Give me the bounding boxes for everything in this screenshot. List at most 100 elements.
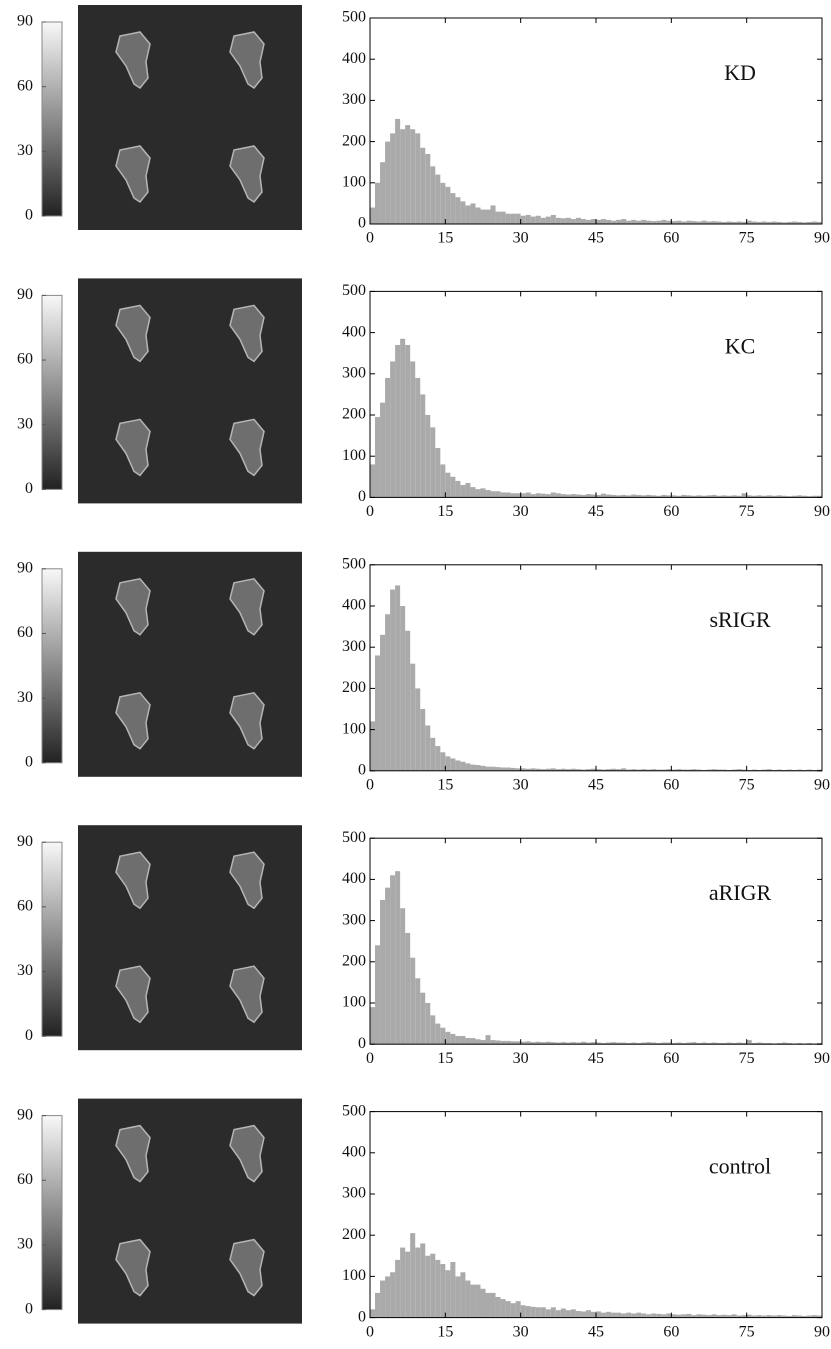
bar (691, 221, 697, 224)
colorbar-tick-label: 0 (25, 1300, 33, 1317)
bar (741, 493, 747, 498)
bar (515, 493, 521, 498)
bar (590, 494, 596, 498)
bar (706, 1042, 712, 1045)
bar (385, 887, 391, 1045)
bar (550, 1042, 556, 1045)
bar (445, 1270, 451, 1318)
bar (560, 1042, 566, 1045)
bar (671, 221, 677, 224)
bar (370, 464, 376, 498)
bar (671, 769, 677, 771)
bar (686, 769, 692, 771)
bar (540, 1307, 546, 1318)
bar (485, 489, 491, 498)
bar (475, 207, 481, 224)
bar (801, 495, 807, 498)
tissue-slice (229, 31, 265, 90)
bar (651, 1313, 657, 1318)
colorbar-tick-label: 60 (17, 898, 33, 915)
bar (711, 769, 717, 771)
x-tick-label: 75 (739, 1323, 755, 1340)
bar (676, 1042, 682, 1045)
bar (375, 1292, 381, 1318)
bar (390, 589, 396, 771)
bar (756, 221, 762, 224)
y-tick-label: 500 (342, 829, 366, 846)
x-tick-label: 30 (513, 1323, 529, 1340)
bar (716, 1042, 722, 1045)
x-tick-label: 90 (814, 230, 830, 247)
bar (430, 1253, 436, 1318)
bar (621, 1313, 627, 1318)
y-tick-label: 400 (342, 1143, 366, 1160)
chart-title: sRIGR (709, 607, 770, 632)
bar (661, 769, 667, 771)
bar (415, 133, 421, 224)
y-tick-label: 200 (342, 952, 366, 969)
bar (545, 216, 551, 224)
bar (706, 769, 712, 771)
bar (455, 480, 461, 498)
x-tick-label: 30 (513, 503, 529, 520)
bar (696, 769, 702, 771)
tissue-slice (115, 31, 151, 90)
bar (495, 1040, 501, 1045)
bar (395, 118, 401, 224)
tissue-slice (229, 1238, 265, 1297)
bar (520, 215, 526, 224)
bar (510, 493, 516, 498)
bar (811, 221, 817, 224)
bar (400, 908, 406, 1045)
bar (560, 218, 566, 224)
tissue-slice (115, 145, 151, 204)
bar (776, 1315, 782, 1318)
bar (726, 1315, 732, 1318)
bar (666, 769, 672, 771)
colorbar-tick-label: 30 (17, 689, 33, 706)
bar (590, 219, 596, 224)
bar (641, 769, 647, 771)
bar (510, 767, 516, 771)
bar (420, 394, 426, 498)
bar (530, 1042, 536, 1045)
bar (535, 215, 541, 224)
chart-title: KD (724, 60, 756, 85)
bar (816, 221, 822, 224)
bar (636, 769, 642, 771)
bar (440, 752, 446, 771)
colorbar (41, 568, 63, 764)
bar (816, 769, 822, 771)
bar (510, 1041, 516, 1045)
y-tick-label: 400 (342, 50, 366, 67)
bar (756, 495, 762, 498)
bar (606, 494, 612, 498)
bar (380, 634, 386, 771)
y-tick-label: 300 (342, 364, 366, 381)
bar (375, 655, 381, 771)
bar (405, 630, 411, 771)
bar (545, 494, 551, 498)
bar (415, 978, 421, 1045)
colorbar-tick-label: 60 (17, 1171, 33, 1188)
bar (686, 1313, 692, 1318)
bar (731, 495, 737, 498)
bar (636, 1312, 642, 1318)
bar (661, 494, 667, 498)
bar (691, 1315, 697, 1318)
y-tick-label: 0 (358, 215, 366, 232)
bar (445, 472, 451, 498)
x-tick-label: 45 (588, 1050, 604, 1067)
bar (626, 1312, 632, 1318)
x-tick-label: 15 (437, 776, 453, 793)
colorbar-tick-label: 90 (17, 1106, 33, 1123)
bar (470, 764, 476, 771)
bar (575, 494, 581, 498)
chart-title: control (709, 1154, 771, 1179)
bar (746, 1314, 752, 1318)
y-tick-label: 400 (342, 597, 366, 614)
bar (806, 1315, 812, 1318)
bar (550, 768, 556, 771)
bar (816, 1042, 822, 1045)
